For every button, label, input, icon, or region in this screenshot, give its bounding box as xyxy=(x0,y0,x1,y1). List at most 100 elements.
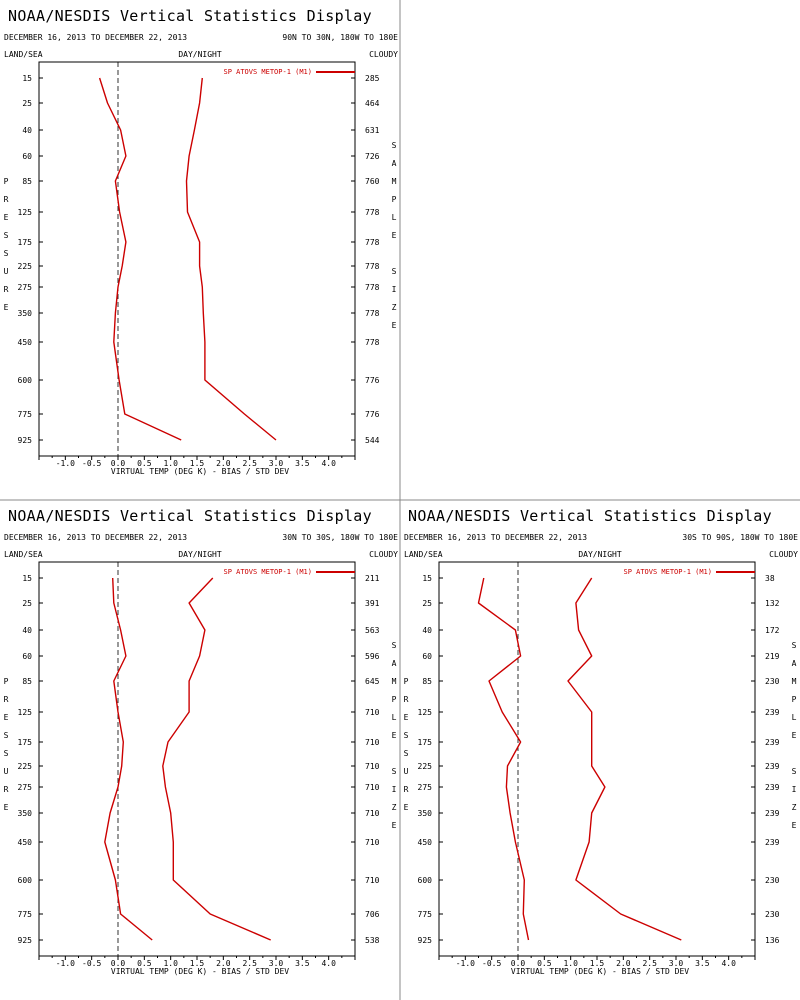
pressure-level-label: 450 xyxy=(418,838,433,847)
pressure-axis-letter: U xyxy=(4,267,9,276)
sample-axis-letter: P xyxy=(792,695,797,704)
panel-1: NOAA/NESDIS Vertical Statistics Display D… xyxy=(4,7,399,476)
x-tick-label: -1.0 xyxy=(456,959,475,968)
panel-2: NOAA/NESDIS Vertical Statistics Display D… xyxy=(4,507,399,976)
panels-container: NOAA/NESDIS Vertical Statistics Display D… xyxy=(4,7,799,976)
pressure-level-label: 350 xyxy=(18,309,33,318)
pressure-level-label: 175 xyxy=(18,738,33,747)
size-axis-letter: I xyxy=(392,285,397,294)
pressure-axis-letter: S xyxy=(4,731,9,740)
pressure-level-label: 125 xyxy=(18,708,33,717)
panel-title: NOAA/NESDIS Vertical Statistics Display xyxy=(8,7,372,25)
sample-size-label: 239 xyxy=(765,809,780,818)
x-tick-label: 0.0 xyxy=(511,959,526,968)
sample-size-label: 285 xyxy=(365,74,380,83)
x-axis-label: VIRTUAL TEMP (DEG K) - BIAS / STD DEV xyxy=(511,967,689,976)
pressure-level-label: 25 xyxy=(22,599,32,608)
size-axis-letter: I xyxy=(392,785,397,794)
legend-label: SP ATOVS METOP-1 (M1) xyxy=(223,68,312,76)
pressure-axis-letter: R xyxy=(4,195,9,204)
x-tick-label: 2.0 xyxy=(616,959,631,968)
sample-size-label: 230 xyxy=(765,910,780,919)
series-line-std_dev xyxy=(185,77,277,441)
sample-size-label: 710 xyxy=(365,762,380,771)
cloudy-label: CLOUDY xyxy=(769,550,798,559)
date-range: DECEMBER 16, 2013 TO DECEMBER 22, 2013 xyxy=(4,533,187,542)
size-axis-letter: S xyxy=(792,767,797,776)
pressure-axis-letter: E xyxy=(4,713,9,722)
sample-size-label: 239 xyxy=(765,783,780,792)
pressure-level-label: 40 xyxy=(22,126,32,135)
x-tick-label: 3.5 xyxy=(695,959,710,968)
pressure-level-label: 25 xyxy=(422,599,432,608)
plot-frame xyxy=(38,61,356,457)
cloudy-label: CLOUDY xyxy=(369,50,398,59)
pressure-axis-letter: P xyxy=(4,177,9,186)
sample-size-label: 538 xyxy=(365,936,380,945)
sample-size-label: 239 xyxy=(765,838,780,847)
sample-size-label: 38 xyxy=(765,574,775,583)
pressure-axis-letter: R xyxy=(4,695,9,704)
sample-size-label: 219 xyxy=(765,652,780,661)
pressure-level-label: 775 xyxy=(18,410,33,419)
pressure-axis-letter: E xyxy=(4,303,9,312)
x-tick-label: 2.0 xyxy=(216,959,231,968)
pressure-level-label: 40 xyxy=(22,626,32,635)
size-axis-letter: Z xyxy=(392,303,397,312)
x-tick-label: 1.5 xyxy=(190,459,205,468)
pressure-level-label: 925 xyxy=(18,936,33,945)
sample-size-label: 239 xyxy=(765,762,780,771)
sample-size-label: 710 xyxy=(365,838,380,847)
sample-size-label: 710 xyxy=(365,876,380,885)
sample-size-label: 230 xyxy=(765,876,780,885)
sample-size-label: 464 xyxy=(365,99,380,108)
pressure-level-label: 275 xyxy=(418,783,433,792)
sample-size-label: 710 xyxy=(365,809,380,818)
sample-axis-letter: P xyxy=(392,195,397,204)
pressure-level-label: 25 xyxy=(22,99,32,108)
sample-size-label: 239 xyxy=(765,708,780,717)
sample-size-label: 778 xyxy=(365,309,380,318)
pressure-axis-letter: E xyxy=(4,803,9,812)
pressure-level-label: 175 xyxy=(418,738,433,747)
sample-size-label: 778 xyxy=(365,262,380,271)
series-line-bias xyxy=(98,77,182,441)
pressure-level-label: 85 xyxy=(22,677,32,686)
sample-axis-letter: L xyxy=(792,713,797,722)
pressure-level-label: 85 xyxy=(22,177,32,186)
x-tick-label: 0.5 xyxy=(137,459,152,468)
x-tick-label: 4.0 xyxy=(321,459,336,468)
legend-label: SP ATOVS METOP-1 (M1) xyxy=(223,568,312,576)
pressure-level-label: 350 xyxy=(18,809,33,818)
pressure-level-label: 450 xyxy=(18,838,33,847)
size-axis-letter: E xyxy=(392,821,397,830)
region-label: 90N TO 30N, 180W TO 180E xyxy=(282,33,398,42)
pressure-axis-letter: E xyxy=(404,713,409,722)
sample-size-label: 211 xyxy=(365,574,380,583)
pressure-axis-letter: R xyxy=(404,785,409,794)
pressure-level-label: 175 xyxy=(18,238,33,247)
pressure-level-label: 60 xyxy=(422,652,432,661)
x-tick-label: -1.0 xyxy=(56,459,75,468)
pressure-axis-letter: E xyxy=(4,213,9,222)
plot-frame xyxy=(438,561,756,957)
sample-size-label: 710 xyxy=(365,738,380,747)
sample-axis-letter: E xyxy=(792,731,797,740)
x-tick-label: 1.0 xyxy=(163,459,178,468)
sample-axis-letter: L xyxy=(392,213,397,222)
sample-size-label: 391 xyxy=(365,599,380,608)
sample-size-label: 710 xyxy=(365,708,380,717)
sample-size-label: 710 xyxy=(365,783,380,792)
x-tick-label: 3.0 xyxy=(269,459,284,468)
sample-size-label: 726 xyxy=(365,152,380,161)
x-tick-label: 4.0 xyxy=(721,959,736,968)
land-sea-label: LAND/SEA xyxy=(404,550,443,559)
pressure-axis-letter: P xyxy=(404,677,409,686)
pressure-level-label: 225 xyxy=(18,262,33,271)
x-tick-label: 0.5 xyxy=(537,959,552,968)
pressure-level-label: 40 xyxy=(422,626,432,635)
x-axis-label: VIRTUAL TEMP (DEG K) - BIAS / STD DEV xyxy=(111,967,289,976)
series-line-std_dev xyxy=(567,577,682,941)
sample-size-label: 172 xyxy=(765,626,780,635)
